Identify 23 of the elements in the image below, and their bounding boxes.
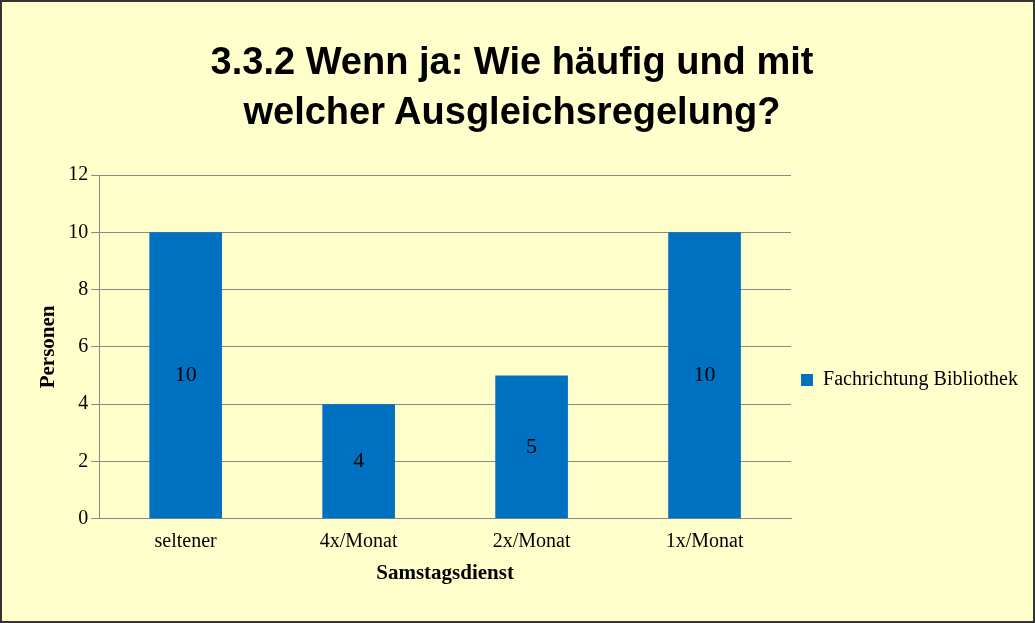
bar	[495, 375, 568, 519]
x-tick-label: 1x/Monat	[665, 529, 744, 552]
chart-title: 3.3.2 Wenn ja: Wie häufig und mit welcher Ausgleichsregelung?	[209, 39, 815, 134]
x-tick-label: 2x/Monat	[492, 529, 571, 552]
x-axis-title: Samstagsdienst	[376, 559, 514, 584]
y-tick-label: 6	[78, 334, 89, 357]
x-tick-label: 4x/Monat	[319, 529, 398, 552]
bar	[668, 232, 741, 519]
y-axis-title: Personen	[35, 305, 60, 389]
legend-label: Fachrichtung Bibliothek	[823, 367, 1019, 391]
data-label: 5	[526, 432, 538, 458]
data-label: 10	[693, 361, 716, 387]
data-label: 4	[353, 447, 365, 473]
bar	[149, 232, 222, 519]
y-tick-label: 4	[78, 391, 89, 414]
y-tick-label: 10	[68, 219, 89, 242]
y-tick-label: 0	[78, 506, 89, 529]
y-tick-label: 2	[78, 448, 89, 471]
y-tick-label: 12	[68, 162, 89, 185]
y-tick-label: 8	[78, 276, 89, 299]
bar	[322, 404, 395, 519]
x-tick-label: seltener	[154, 529, 218, 552]
data-label: 10	[174, 361, 197, 387]
